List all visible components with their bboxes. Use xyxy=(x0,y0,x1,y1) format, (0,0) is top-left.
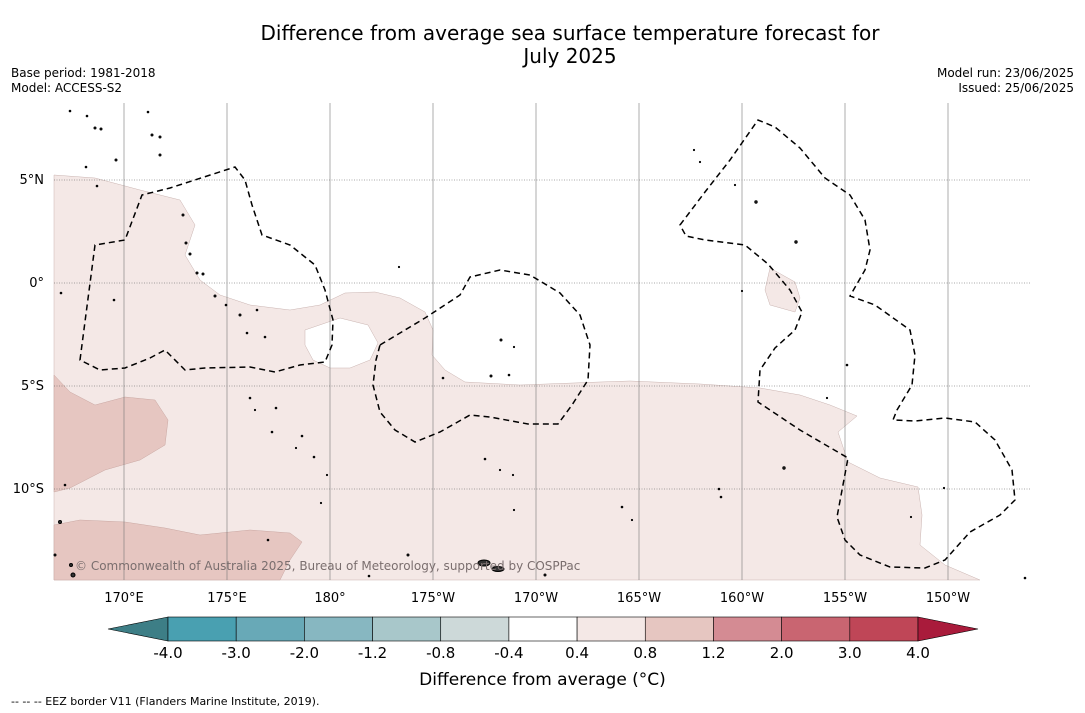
colorbar-segment xyxy=(440,616,510,642)
title-line-1: Difference from average sea surface temp… xyxy=(260,21,880,45)
lon-label-150w: 150°W xyxy=(926,591,970,606)
colorbar-segment xyxy=(235,616,305,642)
lon-label-160w: 160°W xyxy=(720,591,764,606)
meridians xyxy=(123,103,949,580)
eez-border-tuvalu-tokelau xyxy=(372,269,591,443)
colorbar-extend-high xyxy=(917,616,979,642)
map-panel: © Commonwealth of Australia 2025, Bureau… xyxy=(53,103,1031,581)
colorbar-tick-label: -0.4 xyxy=(494,644,523,662)
eez-border-kiribati-gilbert xyxy=(79,166,334,373)
lat-label-5n: 5°N xyxy=(20,173,45,188)
eez-footnote: -- -- -- EEZ border V11 (Flanders Marine… xyxy=(11,695,320,708)
islands xyxy=(53,109,1027,580)
colorbar-segment xyxy=(781,616,851,642)
latitude-labels: 5°N 0° 5°S 10°S xyxy=(13,173,44,497)
issued-text: Issued: 25/06/2025 xyxy=(958,81,1074,95)
lon-label-175e: 175°E xyxy=(207,591,247,606)
colorbar-tick-label: 1.2 xyxy=(702,644,726,662)
lat-label-10s: 10°S xyxy=(13,482,44,497)
metadata-left: Base period: 1981-2018 Model: ACCESS-S2 xyxy=(11,66,156,96)
metadata-right: Model run: 23/06/2025 Issued: 25/06/2025 xyxy=(937,66,1074,96)
colorbar-segment xyxy=(508,616,578,642)
eez-border-line-islands xyxy=(679,119,1016,569)
colorbar-segment xyxy=(644,616,714,642)
colorbar-tick-label: 0.8 xyxy=(633,644,657,662)
colorbar-title: Difference from average (°C) xyxy=(419,670,666,690)
lon-label-175w: 175°W xyxy=(411,591,455,606)
colorbar-tick-label: 2.0 xyxy=(770,644,794,662)
anomaly-region-light-islet xyxy=(764,267,801,313)
colorbar-tick-label: 4.0 xyxy=(906,644,930,662)
eez-borders xyxy=(79,119,1016,569)
colorbar-segment xyxy=(372,616,442,642)
colorbar-segment xyxy=(849,616,919,642)
lon-label-170w: 170°W xyxy=(514,591,558,606)
colorbar-tick-label: -4.0 xyxy=(153,644,182,662)
chart-title: Difference from average sea surface temp… xyxy=(0,22,1085,68)
colorbar: -4.0 -3.0 -2.0 -1.2 -0.8 -0.4 0.4 0.8 1.2 2.0 3.0 4… xyxy=(107,616,979,662)
anomaly-region-light xyxy=(53,174,981,581)
colorbar-tick-label: -3.0 xyxy=(222,644,251,662)
colorbar-tick-label: 3.0 xyxy=(838,644,862,662)
copyright-text: © Commonwealth of Australia 2025, Bureau… xyxy=(75,559,580,573)
lon-label-155w: 155°W xyxy=(823,591,867,606)
lon-label-170e: 170°E xyxy=(104,591,144,606)
colorbar-tick-label: -2.0 xyxy=(290,644,319,662)
anomaly-region-medium xyxy=(53,374,169,493)
colorbar-segment xyxy=(304,616,373,642)
lon-label-165w: 165°W xyxy=(617,591,661,606)
colorbar-tick-label: -1.2 xyxy=(358,644,387,662)
lon-label-180: 180° xyxy=(314,591,345,606)
base-period-text: Base period: 1981-2018 xyxy=(11,66,156,80)
model-text: Model: ACCESS-S2 xyxy=(11,81,123,95)
colorbar-segment xyxy=(713,616,782,642)
title-line-2: July 2025 xyxy=(523,44,617,68)
lat-label-5s: 5°S xyxy=(21,379,44,394)
colorbar-segment xyxy=(167,616,237,642)
colorbar-tick-label: 0.4 xyxy=(565,644,589,662)
anomaly-region-medium-south xyxy=(53,519,303,581)
model-run-text: Model run: 23/06/2025 xyxy=(936,66,1074,80)
colorbar-extend-low xyxy=(107,616,169,642)
lat-label-0: 0° xyxy=(29,276,44,291)
longitude-labels: 170°E 175°E 180° 175°W 170°W 165°W 160°W… xyxy=(104,591,970,606)
colorbar-segment xyxy=(576,616,646,642)
colorbar-tick-label: -0.8 xyxy=(426,644,455,662)
